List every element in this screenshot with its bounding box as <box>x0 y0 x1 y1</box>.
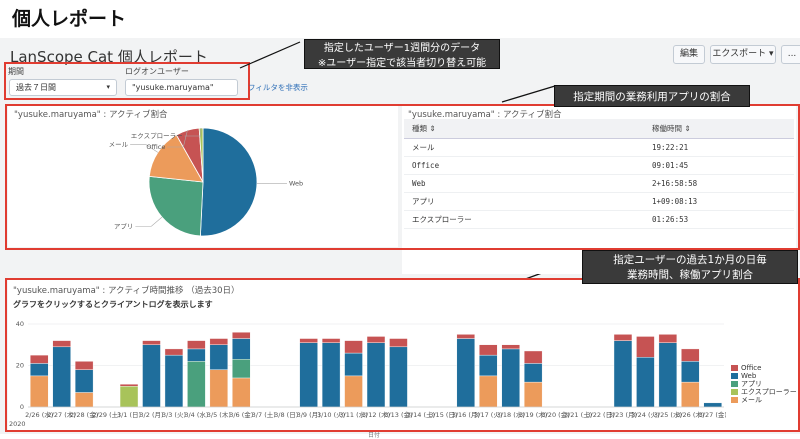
middle-highlight-box <box>5 104 800 250</box>
callout-mid: 指定期間の業務利用アプリの割合 <box>554 85 750 107</box>
callout-bottom: 指定ユーザーの過去1か月の日毎 業務時間、稼働アプリ割合 <box>582 250 798 284</box>
callout-top-line1: 指定したユーザー1週間分のデータ <box>305 39 499 54</box>
bottom-highlight-box <box>5 278 800 432</box>
callout-line-top <box>240 42 300 68</box>
callout-top: 指定したユーザー1週間分のデータ ※ユーザー指定で該当者切り替え可能 <box>304 39 500 69</box>
callout-bottom-line1: 指定ユーザーの過去1か月の日毎 <box>583 252 797 267</box>
callout-line-mid <box>502 86 555 102</box>
callout-top-line2: ※ユーザー指定で該当者切り替え可能 <box>305 54 499 69</box>
callout-bottom-line2: 業務時間、稼働アプリ割合 <box>583 267 797 282</box>
